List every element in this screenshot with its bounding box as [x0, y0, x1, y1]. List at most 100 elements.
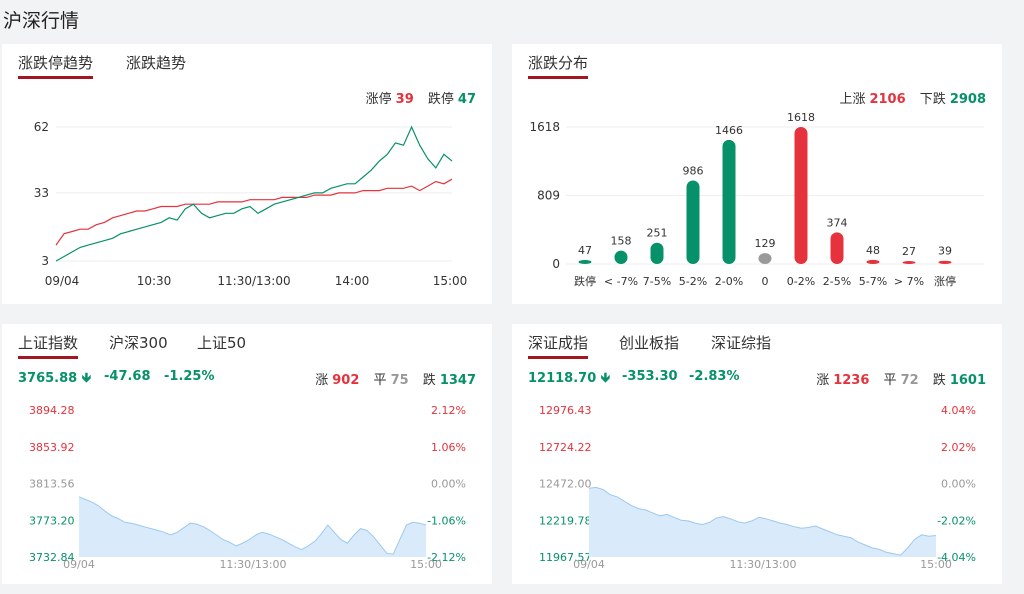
sz-up-value: 1236: [833, 373, 870, 388]
bar-value-label: 48: [866, 244, 880, 257]
sz-y-tick-right: 2.02%: [941, 441, 976, 454]
limit-up-value: 39: [395, 92, 414, 107]
category-label: 跌停: [574, 274, 596, 288]
sz-change: -353.30: [622, 369, 678, 384]
sh-flat-label: 平: [373, 373, 387, 388]
distribution-card: 涨跌分布 上涨 2106 下跌 2908 0 809 1618 47 跌停 158 < -7% 2…: [512, 44, 1002, 304]
y-tick-label: 62: [34, 120, 49, 134]
bar: [866, 259, 880, 264]
sz-y-tick-left: 12976.43: [539, 404, 592, 417]
rise-label: 上涨: [839, 92, 866, 107]
sz-x-tick-label: 15:00: [920, 558, 952, 571]
sz-y-tick-left: 12219.78: [539, 514, 592, 527]
sz-area-fill: [589, 487, 936, 557]
limit-up-label: 涨停: [365, 92, 392, 107]
sh-change: -47.68: [104, 369, 151, 384]
tab-limit-trend[interactable]: 涨跌停趋势: [18, 54, 94, 79]
category-label: 7-5%: [643, 275, 671, 288]
tab-chinext[interactable]: 创业板指: [619, 334, 680, 352]
y-tick-label: 809: [537, 189, 560, 203]
sh-price-line: [78, 496, 427, 555]
sh-intraday-chart: 3894.28 2.12% 3853.92 1.06% 3813.56 0.00% 3773…: [29, 404, 466, 571]
sz-breadth: 涨 1236 平 72 跌 1601: [816, 369, 986, 388]
bar: [686, 180, 700, 264]
down-arrow-icon: 🡻: [81, 371, 92, 386]
sh-price: 3765.88 🡻: [18, 369, 91, 391]
sh-up-value: 902: [332, 373, 360, 388]
bar-value-label: 251: [647, 227, 668, 240]
y-tick-label: 33: [34, 186, 49, 200]
x-tick-label: 11:30/13:00: [217, 274, 290, 288]
bar-value-label: 1466: [715, 124, 743, 137]
tab-distribution[interactable]: 涨跌分布: [528, 54, 589, 79]
bar: [758, 253, 772, 264]
sz-flat-label: 平: [883, 373, 897, 388]
sh-y-tick-right: -2.12%: [427, 551, 466, 564]
tab-sz-component[interactable]: 深证成指: [528, 334, 589, 359]
sz-change-pct: -2.83%: [689, 369, 740, 384]
sz-x-tick-label: 09/04: [573, 558, 605, 571]
sh-y-tick-right: 2.12%: [431, 404, 466, 417]
category-label: 5-2%: [679, 275, 707, 288]
bar-value-label: 158: [611, 235, 632, 248]
limit-down-series-line: [55, 125, 453, 262]
category-label: < -7%: [604, 275, 638, 288]
distribution-chart: 0 809 1618 47 跌停 158 < -7% 251 7-5% 986 5-2% 1466 2-…: [529, 111, 984, 288]
limit-trend-card: 涨跌停趋势 涨跌趋势 涨停 39 跌停 47 3 33 62 09/04 10:30 11:3…: [2, 44, 492, 304]
sz-y-tick-right: 0.00%: [941, 478, 976, 491]
sz-x-tick-label: 11:30/13:00: [729, 558, 796, 571]
bar-value-label: 1618: [787, 111, 815, 124]
sz-price: 12118.70 🡻: [528, 369, 610, 391]
x-tick-label: 14:00: [335, 274, 370, 288]
sh-x-tick-label: 09/04: [63, 558, 95, 571]
sh-change-pct: -1.25%: [164, 369, 215, 384]
bar: [722, 139, 736, 264]
sh-x-tick-label: 11:30/13:00: [219, 558, 286, 571]
category-label: 涨停: [934, 274, 956, 288]
sz-down-value: 1601: [949, 373, 986, 388]
tab-sh-composite[interactable]: 上证指数: [18, 334, 79, 359]
rise-value: 2106: [869, 92, 906, 107]
sh-y-tick-right: 1.06%: [431, 441, 466, 454]
down-arrow-icon: 🡻: [600, 371, 611, 386]
sh-flat-value: 75: [390, 373, 409, 388]
x-tick-label: 15:00: [433, 274, 468, 288]
sz-y-tick-left: 12724.22: [539, 441, 592, 454]
page-title: 沪深行情: [3, 10, 80, 32]
sh-area-fill: [79, 496, 426, 557]
y-tick-label: 1618: [529, 120, 560, 134]
sh-x-tick-label: 15:00: [410, 558, 442, 571]
bar: [830, 232, 844, 264]
sh-y-tick-right: -1.06%: [427, 514, 466, 527]
bar: [794, 127, 808, 264]
y-tick-label: 0: [552, 257, 560, 271]
sz-y-tick-right: 4.04%: [941, 404, 976, 417]
sz-up-label: 涨: [816, 373, 830, 388]
x-tick-label: 10:30: [137, 274, 172, 288]
sz-flat-value: 72: [900, 373, 919, 388]
category-label: 5-7%: [859, 275, 887, 288]
limit-down-value: 47: [457, 92, 476, 107]
tab-sz-composite[interactable]: 深证综指: [711, 334, 772, 352]
sh-y-tick-left: 3853.92: [29, 441, 75, 454]
sh-down-value: 1347: [439, 373, 476, 388]
dist-stats: 上涨 2106 下跌 2908: [839, 88, 986, 107]
bar-value-label: 129: [755, 237, 776, 250]
sz-y-tick-left: 11967.57: [539, 551, 592, 564]
sz-index-card: 深证成指 创业板指 深证综指 12118.70 🡻 -353.30 -2.83%…: [512, 324, 1002, 584]
bar-value-label: 39: [938, 245, 952, 258]
sz-down-label: 跌: [932, 373, 946, 388]
sh-index-card: 上证指数 沪深300 上证50 3765.88 🡻 -47.68 -1.25% …: [2, 324, 492, 584]
y-tick-label: 3: [41, 254, 49, 268]
tab-updown-trend[interactable]: 涨跌趋势: [126, 54, 187, 72]
category-label: 2-0%: [715, 275, 743, 288]
limit-stats: 涨停 39 跌停 47: [366, 88, 476, 107]
tab-sse50[interactable]: 上证50: [197, 334, 247, 352]
tab-csi300[interactable]: 沪深300: [109, 334, 168, 352]
sz-price-value: 12118.70: [528, 371, 597, 386]
sh-y-tick-right: 0.00%: [431, 478, 466, 491]
category-label: 2-5%: [823, 275, 851, 288]
category-label: 0-2%: [787, 275, 815, 288]
sh-down-label: 跌: [422, 373, 436, 388]
